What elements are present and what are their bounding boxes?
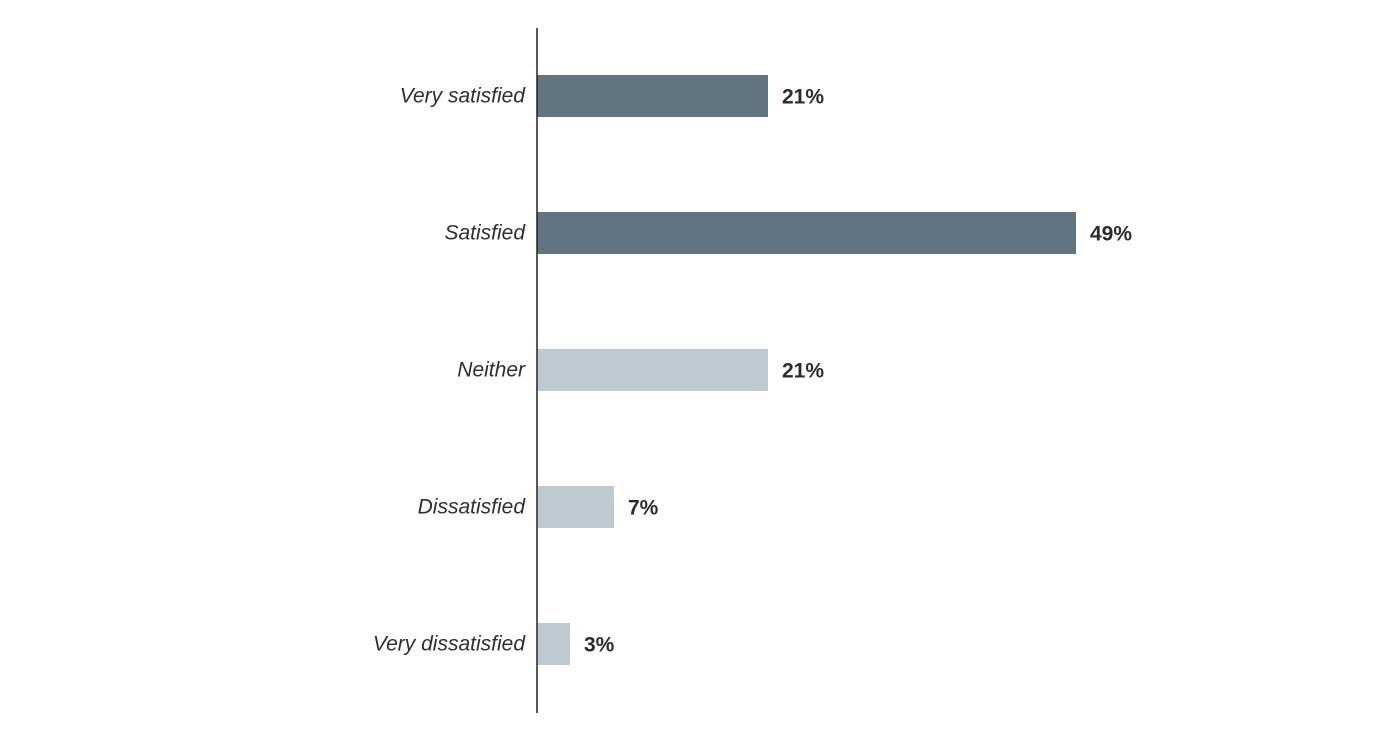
- value-label-very-dissatisfied: 3%: [584, 634, 615, 657]
- category-label-satisfied: Satisfied: [444, 222, 526, 245]
- bar-neither: [537, 349, 768, 391]
- value-label-neither: 21%: [782, 360, 824, 383]
- value-label-very-satisfied: 21%: [782, 86, 824, 109]
- bar-very-dissatisfied: [537, 623, 570, 665]
- bar-very-satisfied: [537, 75, 768, 117]
- category-label-very-dissatisfied: Very dissatisfied: [373, 633, 526, 656]
- bars-layer: [537, 75, 1076, 665]
- category-label-neither: Neither: [457, 359, 526, 382]
- category-label-very-satisfied: Very satisfied: [400, 85, 527, 108]
- bar-satisfied: [537, 212, 1076, 254]
- labels-layer: Very satisfied 21% Satisfied 49% Neither 21% D…: [373, 85, 1132, 657]
- bar-dissatisfied: [537, 486, 614, 528]
- value-label-dissatisfied: 7%: [628, 497, 659, 520]
- value-label-satisfied: 49%: [1090, 223, 1132, 246]
- category-label-dissatisfied: Dissatisfied: [418, 496, 527, 519]
